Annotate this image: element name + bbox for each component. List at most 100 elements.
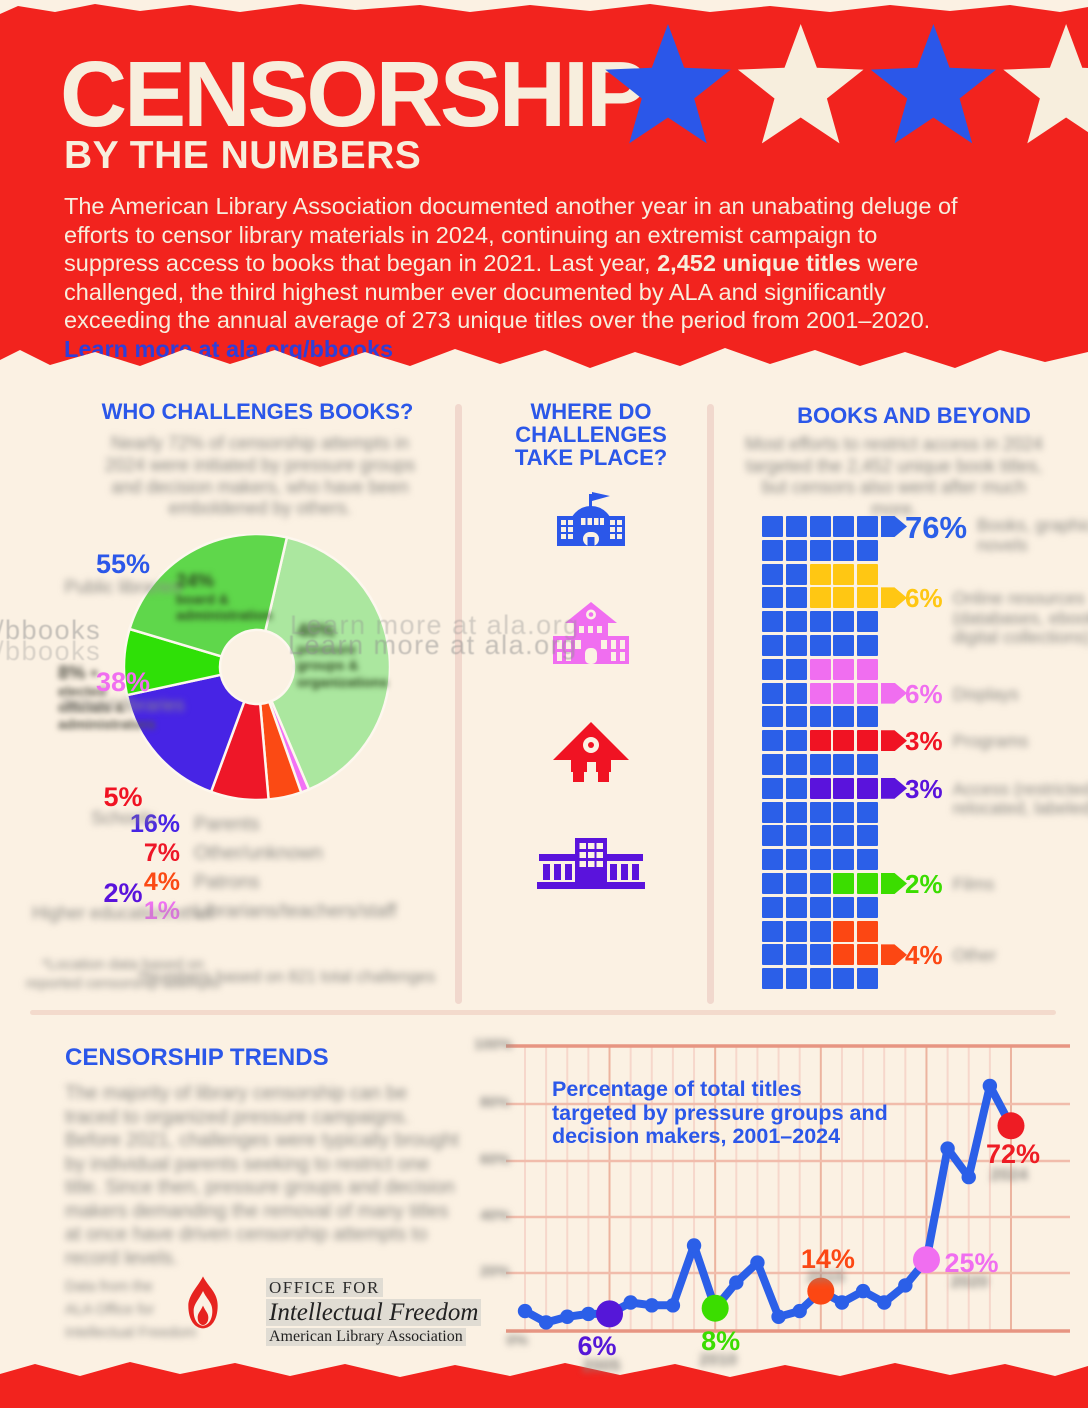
where-pct-public-libraries: 55%: [95, 549, 151, 579]
waffle-cell: [857, 873, 879, 894]
waffle-cell: [785, 873, 807, 894]
oif-line1: OFFICE FOR: [266, 1278, 383, 1297]
trend-dot: [834, 1295, 850, 1310]
trend-dot: [982, 1078, 998, 1094]
waffle-cell: [785, 968, 807, 990]
waffle-cell: [833, 516, 855, 537]
trend-pct-label-2024: 72%: [985, 1138, 1041, 1169]
waffle-cell: [809, 968, 831, 990]
trend-year-label-blurred: 2005: [582, 1355, 621, 1375]
watermark-learn-more-echo: Learn more at ala.org: [288, 630, 578, 660]
pie-legend-label-blurred: Other/unknown: [194, 842, 323, 864]
pie-legend-row: 7% Other/unknown: [118, 839, 438, 868]
bbooks-link[interactable]: Learn more at ala.org/bbooks: [64, 335, 394, 362]
waffle-legend-entry: 2% Films: [905, 869, 994, 900]
waffle-cell: [785, 516, 807, 537]
stars-decoration: [605, 24, 1088, 144]
waffle-cell: [833, 587, 855, 609]
waffle-cell: [762, 896, 783, 918]
trend-pct-label-2005: 6%: [577, 1330, 617, 1361]
pie-legend-pct: 1%: [143, 897, 180, 925]
y-axis-label-blurred: 20%: [479, 1263, 510, 1280]
waffle-cell: [762, 920, 783, 942]
waffle-cell: [833, 658, 855, 680]
where-footnote-blurred: *Location data based on reported censors…: [25, 956, 221, 992]
waffle-cell: [833, 944, 855, 966]
waffle-cell: [785, 682, 807, 704]
waffle-legend-pct: 3%: [905, 773, 943, 804]
waffle-legend-entry: 4% Other: [905, 940, 996, 971]
trend-dot: [792, 1303, 807, 1319]
waffle-cell: [857, 563, 879, 585]
waffle-cell: [762, 706, 783, 728]
pie-slice: [263, 535, 390, 792]
trend-dot: [855, 1283, 871, 1299]
pie-legend-label-blurred: Parents: [194, 813, 260, 835]
trend-dot: [961, 1169, 976, 1185]
pie-legend-row: 4% Patrons: [118, 868, 438, 897]
waffle-legend-entry: 3% Programs: [905, 726, 1028, 757]
waffle-cell: [833, 539, 855, 561]
waffle-arrow: [881, 587, 907, 609]
pie-legend-pct: 7%: [143, 839, 180, 867]
beyond-waffle-legend: 76% Books, graphic novels 6% Online resourc…: [905, 510, 1088, 991]
waffle-arrow: [881, 777, 907, 799]
waffle-cell: [857, 539, 879, 561]
waffle-cell: [833, 754, 855, 775]
intro-text-mid: were challenged, the third highest numbe…: [64, 250, 931, 334]
y-axis-label-blurred: 80%: [479, 1094, 510, 1111]
waffle-cell: [857, 825, 879, 847]
waffle-legend-entry: 6% Displays: [905, 679, 1019, 710]
y-axis-label-blurred: 100%: [474, 1036, 513, 1053]
beyond-intro-blurred: Most efforts to restrict access in 2024 …: [745, 434, 1043, 519]
waffle-cell: [809, 563, 831, 585]
waffle-cell: [809, 658, 831, 680]
waffle-cell: [833, 849, 855, 871]
waffle-cell: [785, 730, 807, 752]
waffle-cell: [857, 801, 879, 823]
waffle-legend-entry: 76% Books, graphic novels: [905, 510, 1088, 555]
waffle-legend-label-blurred: Programs: [952, 731, 1029, 752]
waffle-legend-label-blurred: Films: [952, 874, 995, 894]
waffle-legend-label-blurred: Online resources (databases, ebooks, dig…: [952, 588, 1088, 648]
waffle-cell: [857, 944, 879, 966]
who-intro-blurred: Nearly 72% of censorship attempts in 202…: [104, 433, 416, 519]
waffle-cell: [762, 539, 783, 561]
waffle-cell: [857, 706, 879, 728]
pie-label-board-administration: 24% board & administration: [176, 571, 273, 623]
waffle-cell: [785, 825, 807, 847]
trend-year-label-blurred: 2010: [699, 1350, 737, 1370]
waffle-cell: [785, 635, 807, 656]
star-2: [737, 24, 864, 144]
waffle-cell: [809, 896, 831, 918]
where-label-public-libraries: Public libraries: [64, 577, 182, 597]
trend-pct-label-2020: 25%: [944, 1247, 999, 1278]
waffle-cell: [833, 730, 855, 752]
trend-dot: [517, 1303, 533, 1319]
column-divider-right: [707, 404, 714, 1004]
trend-highlight-dot-2005: [596, 1300, 624, 1328]
trend-highlight-dot-2024: [997, 1112, 1025, 1140]
where-label-schools: Schools: [90, 808, 156, 828]
higher-education-icon: [468, 838, 714, 895]
waffle-cell: [809, 754, 831, 775]
star-4: [1003, 24, 1088, 144]
waffle-cell: [833, 873, 855, 894]
waffle-cell: [857, 516, 879, 537]
waffle-cell: [762, 611, 783, 633]
waffle-arrow: [881, 516, 907, 537]
intro-bold-stat: 2,452 unique titles: [657, 250, 861, 277]
waffle-cell: [833, 801, 855, 823]
section-divider: [30, 1010, 1056, 1015]
waffle-legend-label-blurred: Access (restricted, relocated, labeled): [952, 778, 1088, 819]
where-label-school-libraries: School libraries: [61, 695, 185, 715]
waffle-cell: [762, 730, 783, 752]
waffle-cell: [762, 682, 783, 704]
waffle-cell: [762, 658, 783, 680]
page-title: CENSORSHIP: [60, 42, 648, 146]
trend-dot: [686, 1238, 702, 1253]
waffle-cell: [785, 920, 807, 942]
where-section-title: WHERE DO CHALLENGES TAKE PLACE?: [514, 399, 668, 470]
waffle-arrow: [881, 873, 907, 894]
waffle-cell: [833, 563, 855, 585]
